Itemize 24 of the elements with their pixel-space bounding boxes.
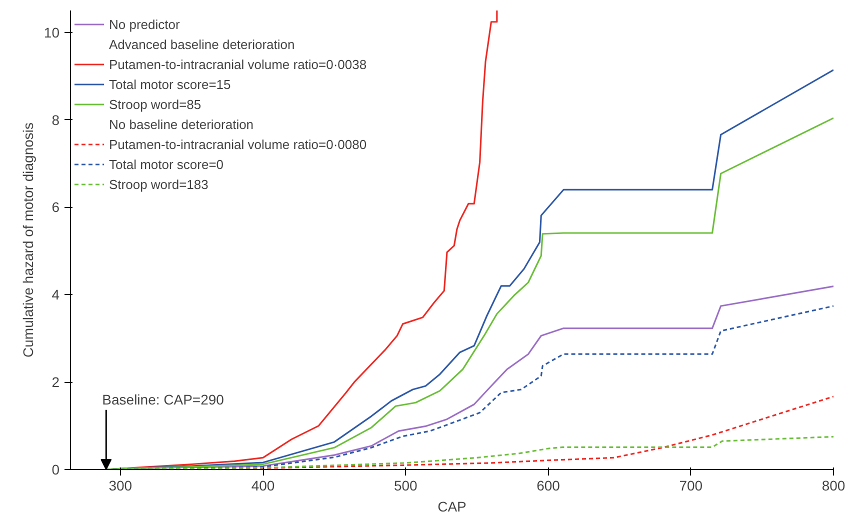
x-tick-label: 600 [536, 478, 560, 494]
y-tick-label: 4 [52, 286, 60, 303]
x-tick-label: 700 [679, 478, 703, 494]
legend-label: Putamen-to-intracranial volume ratio=0·0080 [109, 136, 367, 152]
legend-label: Stroop word=183 [109, 176, 208, 192]
legend-label: Putamen-to-intracranial volume ratio=0·0038 [109, 56, 367, 72]
y-tick-label: 8 [52, 112, 60, 128]
y-tick-label: 0 [52, 462, 60, 478]
legend-label: Total motor score=15 [109, 76, 231, 92]
y-tick-label: 2 [52, 374, 60, 390]
y-axis-title: Cumulative hazard of motor diagnosis [20, 122, 36, 358]
y-tick-label: 6 [52, 199, 60, 216]
x-tick-label: 400 [251, 478, 275, 494]
legend-label: Stroop word=85 [109, 96, 202, 112]
x-axis-title: CAP [438, 498, 466, 514]
annotation: Advanced baseline deterioration [109, 36, 295, 52]
x-tick-label: 500 [394, 478, 418, 494]
x-tick-label: 800 [822, 478, 846, 494]
x-tick-label: 300 [108, 478, 132, 494]
annotation: No baseline deterioration [109, 116, 254, 132]
legend-label: Total motor score=0 [109, 156, 224, 172]
annotation: Baseline: CAP=290 [102, 392, 224, 408]
y-tick-label: 10 [44, 24, 60, 40]
legend-label: No predictor [109, 16, 180, 32]
